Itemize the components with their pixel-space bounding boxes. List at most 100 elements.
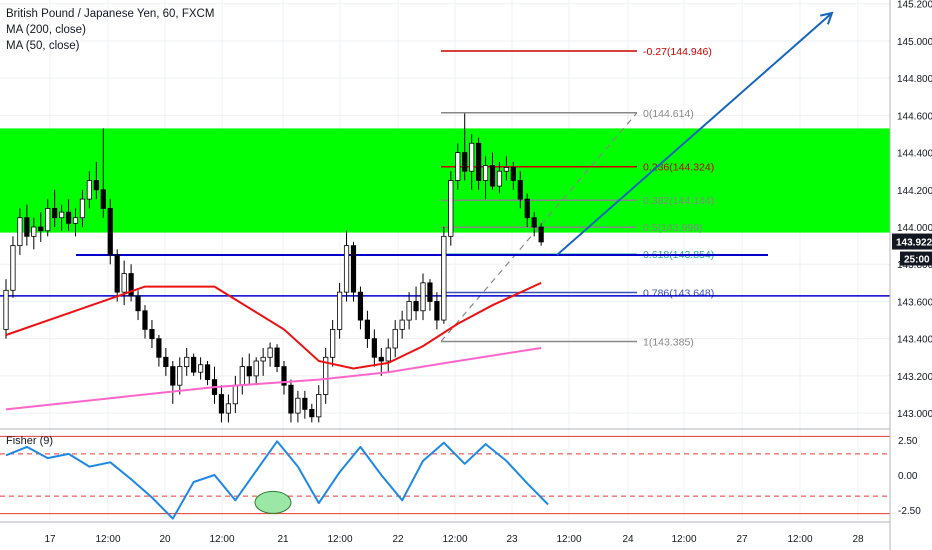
time-tick-label: 12:00 bbox=[556, 534, 581, 545]
candle-body bbox=[295, 397, 301, 414]
price-tick-label: 143.200 bbox=[897, 372, 932, 383]
candle-body bbox=[357, 291, 364, 321]
candle-body bbox=[79, 198, 86, 219]
candle-body bbox=[72, 217, 79, 224]
ma-50-line bbox=[5, 281, 542, 370]
candle-body bbox=[86, 180, 92, 200]
fisher-line bbox=[5, 440, 549, 520]
candle-body bbox=[17, 217, 23, 247]
fisher-tick-label: 2.50 bbox=[898, 436, 918, 447]
candle-body bbox=[406, 301, 412, 321]
candle-body bbox=[364, 319, 371, 340]
candle-body bbox=[121, 273, 127, 293]
time-tick-label: 27 bbox=[736, 534, 748, 545]
fib-level-label: -0.27(144.946) bbox=[643, 46, 712, 58]
candle-body bbox=[218, 394, 225, 414]
price-tick-label: 144.000 bbox=[897, 223, 932, 234]
price-tick-label: 145.000 bbox=[897, 37, 932, 48]
candle-body bbox=[517, 180, 523, 200]
candle-body bbox=[392, 328, 398, 349]
candle-body bbox=[455, 152, 461, 181]
highlight-ellipse bbox=[254, 490, 292, 514]
candle-body bbox=[239, 366, 245, 386]
candle-body bbox=[323, 356, 329, 395]
time-tick-label: 12:00 bbox=[442, 534, 467, 545]
fib-level-label: 0.236(144.324) bbox=[643, 162, 714, 174]
time-tick-label: 17 bbox=[44, 534, 56, 545]
candle-body bbox=[93, 180, 99, 191]
candle-body bbox=[288, 384, 294, 414]
candle-body bbox=[128, 273, 134, 297]
candle-body bbox=[163, 356, 169, 367]
candle-body bbox=[427, 282, 433, 302]
candle-body bbox=[24, 217, 30, 237]
candle-body bbox=[253, 360, 259, 377]
time-tick-label: 12:00 bbox=[327, 534, 352, 545]
candle-body bbox=[135, 295, 141, 312]
candle-body bbox=[462, 152, 468, 172]
candle-body bbox=[385, 347, 391, 362]
candle-body bbox=[510, 167, 516, 181]
candle-body bbox=[59, 211, 65, 219]
candle-body bbox=[413, 301, 419, 312]
price-tick-label: 144.400 bbox=[897, 149, 932, 160]
candle-body bbox=[225, 403, 231, 414]
candle-body bbox=[232, 384, 238, 405]
fisher-tick-label: -2.50 bbox=[898, 506, 921, 517]
candle-body bbox=[191, 356, 197, 373]
price-tick-label: 143.400 bbox=[897, 335, 932, 346]
candle-body bbox=[177, 366, 183, 386]
ma-long-legend[interactable]: MA (200, close) bbox=[6, 24, 86, 36]
candle-body bbox=[336, 291, 343, 330]
candle-body bbox=[197, 364, 204, 373]
candle-body bbox=[204, 364, 211, 381]
price-tick-label: 143.000 bbox=[897, 409, 932, 420]
symbol-title[interactable]: British Pound / Japanese Yen, 60, FXCM bbox=[6, 8, 215, 20]
candle-body bbox=[184, 356, 190, 367]
candle-body bbox=[246, 366, 252, 377]
candle-body bbox=[170, 366, 176, 386]
candle-body bbox=[309, 408, 315, 418]
candle-body bbox=[3, 289, 9, 330]
price-tick-label: 145.200 bbox=[897, 0, 932, 11]
candle-body bbox=[399, 319, 405, 330]
chart-legend: British Pound / Japanese Yen, 60, FXCM M… bbox=[6, 6, 214, 54]
fib-level-label: 1(143.385) bbox=[643, 336, 694, 348]
countdown-label: 25:00 bbox=[904, 255, 930, 266]
candle-body bbox=[378, 356, 384, 362]
candle-body bbox=[330, 328, 336, 358]
price-tick-label: 144.200 bbox=[897, 186, 932, 197]
candle-body bbox=[114, 254, 120, 293]
candle-body bbox=[302, 397, 308, 410]
candle-body bbox=[524, 198, 530, 219]
ma-short-legend[interactable]: MA (50, close) bbox=[6, 40, 80, 52]
candle-body bbox=[38, 226, 44, 232]
trend-arrow[interactable] bbox=[556, 11, 834, 256]
candle-body bbox=[316, 394, 322, 418]
trend-arrow-head bbox=[820, 11, 834, 25]
candle-body bbox=[371, 338, 377, 358]
candle-body bbox=[65, 211, 72, 224]
price-tick-label: 144.800 bbox=[897, 74, 932, 85]
fib-level-label: 0.786(143.648) bbox=[643, 288, 714, 300]
trend-arrow-line bbox=[556, 12, 833, 256]
candle-body bbox=[281, 366, 287, 386]
fib-level-label: 0(144.614) bbox=[643, 108, 694, 120]
candle-body bbox=[10, 245, 16, 291]
price-tick-label: 143.600 bbox=[897, 297, 932, 308]
candle-body bbox=[343, 245, 350, 293]
candle-body bbox=[496, 170, 503, 187]
candle-body bbox=[469, 142, 475, 172]
time-tick-label: 23 bbox=[506, 534, 518, 545]
candle-body bbox=[475, 142, 482, 181]
price-tick-label: 143.800 bbox=[897, 260, 932, 271]
candle-body bbox=[267, 347, 273, 358]
green-zone-rect bbox=[0, 128, 890, 233]
candle-body bbox=[350, 245, 357, 293]
fib-level-label: 0.5(143.999) bbox=[643, 222, 703, 234]
candle-body bbox=[420, 282, 426, 312]
time-tick-label: 12:00 bbox=[209, 534, 234, 545]
ma-200-line bbox=[5, 347, 542, 411]
candle-body bbox=[531, 217, 537, 228]
